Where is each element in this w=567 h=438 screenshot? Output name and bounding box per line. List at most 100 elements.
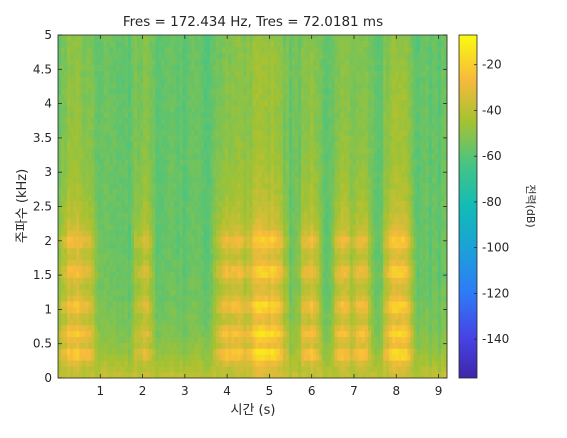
heatmap-cell bbox=[146, 354, 150, 361]
heatmap-cell bbox=[231, 123, 235, 131]
heatmap-cell bbox=[82, 348, 86, 355]
heatmap-cell bbox=[103, 111, 108, 119]
heatmap-cell bbox=[170, 212, 174, 219]
heatmap-cell bbox=[127, 307, 132, 314]
heatmap-cell bbox=[264, 46, 269, 54]
heatmap-cell bbox=[288, 176, 293, 184]
heatmap-cell bbox=[249, 153, 253, 160]
heatmap-cell bbox=[109, 35, 114, 42]
heatmap-cell bbox=[158, 307, 162, 314]
heatmap-cell bbox=[85, 200, 89, 207]
heatmap-cell bbox=[115, 100, 120, 107]
heatmap-cell bbox=[316, 253, 320, 261]
heatmap-cell bbox=[91, 330, 95, 337]
heatmap-cell bbox=[292, 135, 296, 142]
heatmap-cell bbox=[179, 330, 183, 337]
heatmap-cell bbox=[261, 318, 266, 326]
heatmap-cell bbox=[70, 247, 74, 255]
heatmap-cell bbox=[176, 241, 180, 249]
heatmap-cell bbox=[64, 141, 68, 148]
heatmap-cell bbox=[109, 289, 114, 296]
heatmap-cell bbox=[282, 372, 287, 379]
heatmap-cell bbox=[310, 70, 314, 77]
heatmap-cell bbox=[267, 182, 272, 190]
heatmap-cell bbox=[304, 259, 308, 267]
heatmap-cell bbox=[292, 265, 296, 272]
heatmap-cell bbox=[109, 283, 114, 290]
heatmap-cell bbox=[240, 129, 244, 136]
heatmap-cell bbox=[216, 100, 220, 107]
heatmap-cell bbox=[252, 236, 256, 243]
heatmap-cell bbox=[194, 88, 199, 95]
heatmap-cell bbox=[124, 342, 129, 349]
heatmap-cell bbox=[203, 70, 208, 77]
heatmap-cell bbox=[203, 176, 208, 184]
heatmap-cell bbox=[58, 301, 62, 308]
heatmap-cell bbox=[121, 35, 126, 42]
heatmap-cell bbox=[88, 348, 92, 355]
heatmap-cell bbox=[197, 342, 202, 349]
heatmap-cell bbox=[58, 111, 62, 119]
heatmap-cell bbox=[130, 117, 135, 125]
heatmap-cell bbox=[292, 58, 296, 65]
heatmap-cell bbox=[261, 307, 266, 314]
heatmap-cell bbox=[127, 200, 132, 207]
heatmap-cell bbox=[82, 212, 86, 219]
heatmap-cell bbox=[164, 324, 168, 332]
heatmap-cell bbox=[216, 253, 220, 261]
heatmap-cell bbox=[112, 200, 117, 207]
heatmap-cell bbox=[225, 94, 229, 101]
heatmap-cell bbox=[58, 188, 62, 196]
heatmap-cell bbox=[112, 70, 117, 77]
heatmap-cell bbox=[64, 147, 68, 154]
heatmap-cell bbox=[270, 52, 275, 60]
heatmap-cell bbox=[310, 100, 314, 107]
heatmap-cell bbox=[279, 307, 284, 314]
heatmap-cell bbox=[252, 76, 256, 83]
heatmap-cell bbox=[252, 224, 256, 231]
heatmap-cell bbox=[100, 312, 104, 320]
heatmap-cell bbox=[85, 354, 89, 361]
heatmap-cell bbox=[219, 324, 223, 332]
heatmap-cell bbox=[143, 289, 147, 296]
heatmap-cell bbox=[173, 236, 177, 243]
heatmap-cell bbox=[304, 70, 308, 77]
heatmap-cell bbox=[133, 265, 138, 272]
heatmap-cell bbox=[197, 153, 202, 160]
heatmap-cell bbox=[279, 159, 284, 166]
heatmap-cell bbox=[240, 159, 244, 166]
heatmap-cell bbox=[100, 354, 104, 361]
heatmap-cell bbox=[130, 82, 135, 89]
heatmap-cell bbox=[212, 295, 217, 302]
heatmap-cell bbox=[167, 200, 171, 207]
heatmap-cell bbox=[206, 188, 211, 196]
heatmap-cell bbox=[304, 171, 308, 178]
heatmap-cell bbox=[222, 46, 226, 54]
heatmap-cell bbox=[170, 312, 174, 320]
heatmap-cell bbox=[112, 295, 117, 302]
heatmap-cell bbox=[194, 188, 199, 196]
heatmap-cell bbox=[191, 360, 196, 367]
heatmap-cell bbox=[127, 94, 132, 101]
heatmap-cell bbox=[288, 117, 293, 125]
heatmap-cell bbox=[179, 277, 183, 284]
heatmap-cell bbox=[167, 277, 171, 284]
heatmap-cell bbox=[61, 76, 65, 83]
heatmap-cell bbox=[188, 265, 193, 272]
heatmap-cell bbox=[258, 135, 263, 142]
heatmap-cell bbox=[185, 312, 190, 320]
heatmap-cell bbox=[313, 129, 317, 136]
heatmap-cell bbox=[82, 241, 86, 249]
heatmap-cell bbox=[292, 336, 296, 343]
heatmap-cell bbox=[133, 307, 138, 314]
heatmap-cell bbox=[137, 88, 141, 95]
heatmap-cell bbox=[100, 188, 104, 196]
heatmap-cell bbox=[270, 318, 275, 326]
heatmap-cell bbox=[79, 100, 83, 107]
heatmap-cell bbox=[61, 159, 65, 166]
heatmap-cell bbox=[216, 318, 220, 326]
heatmap-cell bbox=[124, 277, 129, 284]
heatmap-cell bbox=[206, 182, 211, 190]
heatmap-cell bbox=[127, 301, 132, 308]
heatmap-cell bbox=[237, 111, 241, 119]
